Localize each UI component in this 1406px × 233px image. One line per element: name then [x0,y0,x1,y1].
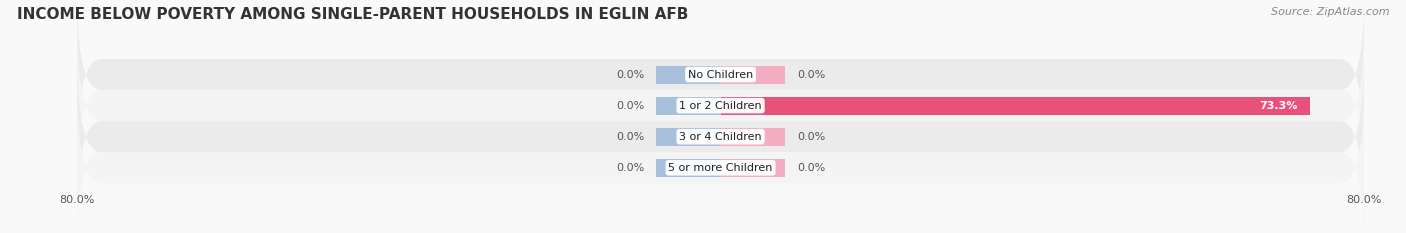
Text: 0.0%: 0.0% [797,163,825,173]
Bar [721,97,1310,115]
Bar [721,65,785,84]
FancyBboxPatch shape [77,59,1364,214]
Text: 5 or more Children: 5 or more Children [668,163,773,173]
FancyBboxPatch shape [77,90,1364,233]
Text: 0.0%: 0.0% [616,163,644,173]
Bar [657,128,721,146]
FancyBboxPatch shape [77,0,1364,152]
Text: 1 or 2 Children: 1 or 2 Children [679,101,762,111]
Text: 3 or 4 Children: 3 or 4 Children [679,132,762,142]
Text: 0.0%: 0.0% [616,132,644,142]
Bar [657,97,721,115]
Text: 0.0%: 0.0% [616,70,644,79]
Text: 0.0%: 0.0% [616,101,644,111]
Text: INCOME BELOW POVERTY AMONG SINGLE-PARENT HOUSEHOLDS IN EGLIN AFB: INCOME BELOW POVERTY AMONG SINGLE-PARENT… [17,7,689,22]
Bar [657,159,721,177]
Bar [657,65,721,84]
Bar [721,159,785,177]
Text: Source: ZipAtlas.com: Source: ZipAtlas.com [1271,7,1389,17]
Text: 0.0%: 0.0% [797,70,825,79]
Text: No Children: No Children [688,70,754,79]
FancyBboxPatch shape [77,28,1364,183]
Text: 73.3%: 73.3% [1260,101,1298,111]
Bar [721,128,785,146]
Text: 0.0%: 0.0% [797,132,825,142]
